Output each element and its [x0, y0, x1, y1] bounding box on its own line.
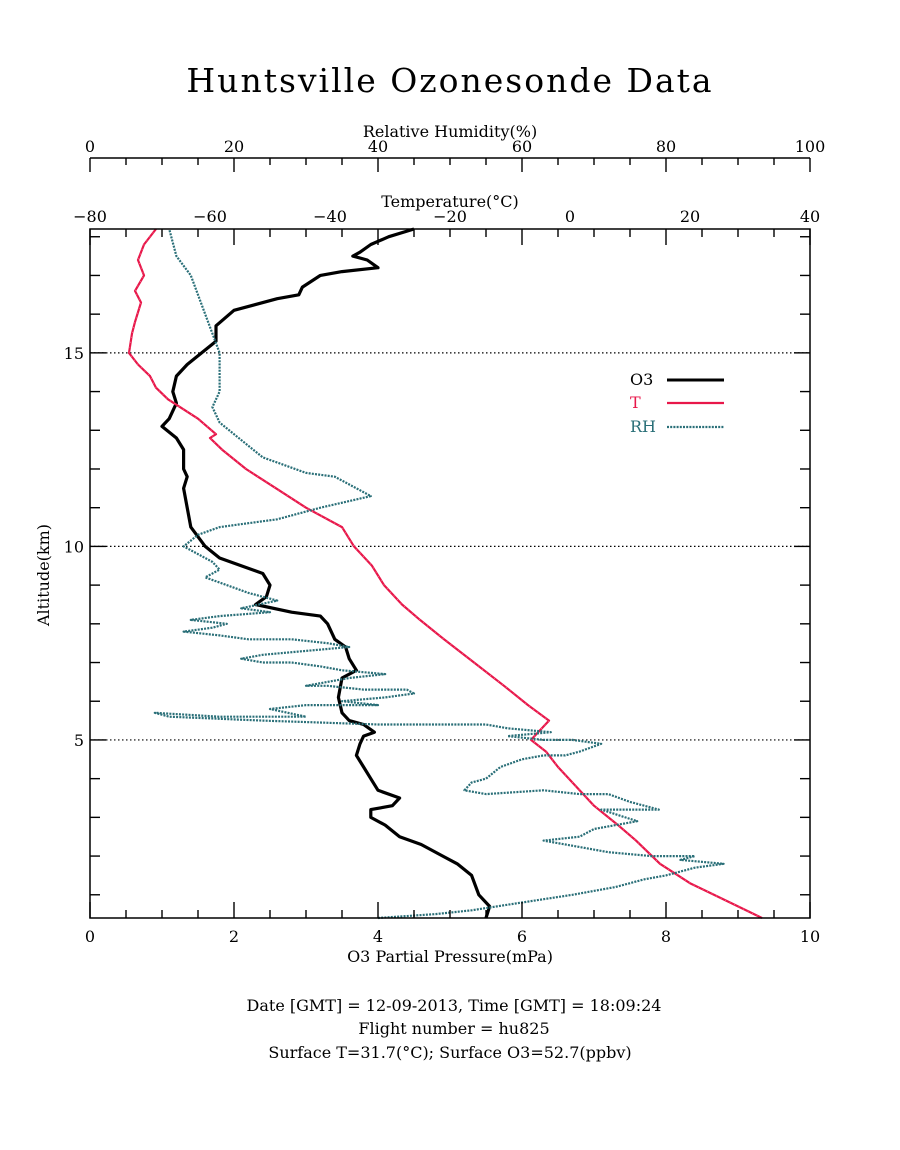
rh-axis: 0 20 40 60 80 100: [85, 137, 825, 172]
o3-tick-label: 10: [800, 927, 820, 946]
altitude-tick-label: 15: [64, 344, 84, 363]
temperature-tick-label: −20: [433, 207, 467, 226]
plot-frame: [89, 228, 811, 919]
legend: O3 T RH: [630, 370, 724, 436]
o3-tick-label: 4: [373, 927, 383, 946]
temperature-tick-label: 20: [680, 207, 700, 226]
plot-ticks: [89, 229, 811, 918]
series-rh-line: [153, 228, 725, 920]
rh-axis-label: Relative Humidity(%): [363, 122, 537, 141]
chart-title: Huntsville Ozonesonde Data: [186, 61, 713, 100]
altitude-axis: 5 10 15: [64, 344, 84, 750]
plot-series: [127, 227, 763, 920]
temperature-axis: −80 −60 −40 −20 0 20 40: [73, 207, 820, 226]
altitude-tick-label: 10: [64, 537, 84, 556]
rh-tick-label: 60: [512, 137, 532, 156]
altitude-axis-label: Altitude(km): [34, 524, 53, 627]
series-t-line-dots: [128, 228, 763, 919]
rh-tick-label: 0: [85, 137, 95, 156]
o3-axis: 0 2 4 6 8 10: [85, 927, 820, 946]
rh-tick-label: 20: [224, 137, 244, 156]
series-t-line: [127, 228, 763, 919]
o3-tick-label: 8: [661, 927, 671, 946]
temperature-tick-label: −80: [73, 207, 107, 226]
rh-tick-label: 80: [656, 137, 676, 156]
o3-tick-label: 0: [85, 927, 95, 946]
temperature-tick-label: 40: [800, 207, 820, 226]
legend-label-t: T: [630, 393, 641, 412]
reference-lines: [90, 352, 810, 741]
temperature-tick-label: −60: [193, 207, 227, 226]
temperature-tick-label: 0: [565, 207, 575, 226]
footer-date-time: Date [GMT] = 12-09-2013, Time [GMT] = 18…: [247, 996, 662, 1015]
series-o3-line: [160, 227, 492, 919]
legend-label-rh: RH: [630, 417, 656, 436]
rh-tick-label: 40: [368, 137, 388, 156]
altitude-tick-label: 5: [74, 731, 84, 750]
footer-flight-number: Flight number = hu825: [358, 1019, 549, 1038]
temperature-tick-label: −40: [313, 207, 347, 226]
temperature-axis-label: Temperature(°C): [381, 192, 519, 211]
rh-tick-label: 100: [795, 137, 826, 156]
legend-label-o3: O3: [630, 370, 653, 389]
o3-axis-label: O3 Partial Pressure(mPa): [347, 947, 553, 966]
o3-tick-label: 6: [517, 927, 527, 946]
footer-surface-values: Surface T=31.7(°C); Surface O3=52.7(ppbv…: [268, 1043, 631, 1062]
o3-tick-label: 2: [229, 927, 239, 946]
